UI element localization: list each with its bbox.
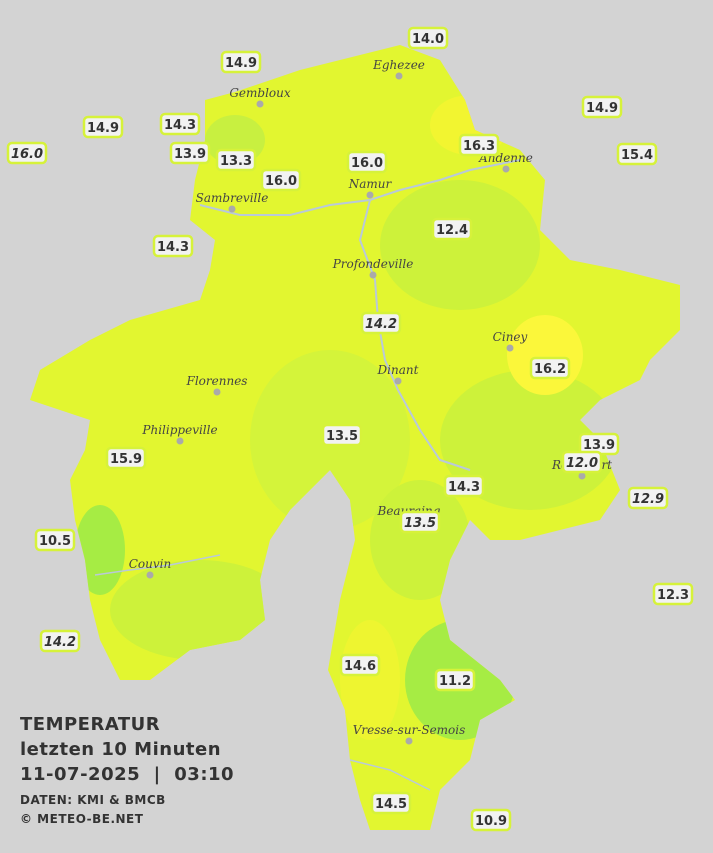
city-dot	[366, 191, 374, 199]
river	[94, 554, 221, 576]
station-value: 13.9	[583, 438, 615, 453]
city-dot	[506, 344, 514, 352]
legend-title: TEMPERATUR	[20, 714, 160, 735]
station-box	[434, 668, 476, 692]
city-dot	[146, 571, 154, 579]
city-name: Eghezee	[372, 58, 425, 72]
city-dot	[228, 205, 236, 213]
river	[349, 759, 431, 791]
station-value: 16.0	[265, 174, 297, 189]
legend-copyright: © METEO-BE.NET	[20, 812, 144, 826]
station-value: 14.9	[225, 56, 257, 71]
station-value: 11.2	[439, 674, 471, 689]
legend-source: DATEN: KMI & BMCB	[20, 793, 166, 807]
city-name: Philippeville	[141, 423, 217, 437]
station-box	[105, 446, 147, 470]
station-box	[220, 50, 262, 74]
city-dot	[394, 377, 402, 385]
station-value: 14.9	[586, 101, 618, 116]
station-value: 13.5	[404, 516, 436, 531]
city-name: Profondeville	[332, 257, 414, 271]
legend-timestamp: 11-07-2025 | 03:10	[20, 764, 234, 785]
city-dot	[395, 72, 403, 80]
station-value: 12.4	[436, 223, 468, 238]
station-box	[470, 808, 512, 832]
station-value: 16.3	[463, 139, 495, 154]
station-value: 13.9	[174, 147, 206, 162]
station-box	[581, 95, 623, 119]
city-dot	[176, 437, 184, 445]
city-name: Sambreville	[196, 191, 269, 205]
station-value: 10.5	[39, 534, 71, 549]
city-dot	[405, 737, 413, 745]
station-value: 14.6	[344, 659, 376, 674]
station-box	[561, 450, 603, 474]
station-box	[652, 582, 694, 606]
station-box	[152, 234, 194, 258]
city-dot	[578, 472, 586, 480]
city-dot	[369, 271, 377, 279]
station-box	[346, 150, 388, 174]
station-value: 12.0	[566, 456, 598, 471]
station-box	[215, 148, 257, 172]
legend-subtitle: letzten 10 Minuten	[20, 739, 221, 760]
station-box	[370, 791, 412, 815]
station-box	[339, 653, 381, 677]
station-value: 14.5	[375, 797, 407, 812]
river	[358, 199, 471, 471]
city-name: Gembloux	[229, 86, 291, 100]
city-name: Namur	[348, 177, 393, 191]
city-name: Vresse-sur-Semois	[353, 723, 466, 737]
station-box	[616, 142, 658, 166]
city-dot	[502, 165, 510, 173]
station-value: 16.0	[351, 156, 383, 171]
city-name: Ciney	[493, 330, 528, 344]
station-value: 15.4	[621, 148, 653, 163]
city-dot	[213, 388, 221, 396]
city-name: Florennes	[186, 374, 248, 388]
station-value: 16.2	[534, 362, 566, 377]
station-value: 14.0	[412, 32, 444, 47]
station-value: 15.9	[110, 452, 142, 467]
station-box	[529, 356, 571, 380]
station-box	[627, 486, 669, 510]
station-box	[431, 217, 473, 241]
station-value: 14.2	[365, 317, 397, 332]
station-box	[34, 528, 76, 552]
station-value: 12.3	[657, 588, 689, 603]
city-dot	[256, 100, 264, 108]
station-value: 14.3	[164, 118, 196, 133]
station-box	[399, 510, 441, 534]
station-value: 14.9	[87, 121, 119, 136]
station-value: 14.3	[448, 480, 480, 495]
station-box	[39, 629, 81, 653]
station-value: 13.5	[326, 429, 358, 444]
station-box	[159, 112, 201, 136]
station-box	[321, 423, 363, 447]
city-name: Couvin	[129, 557, 171, 571]
station-box	[169, 141, 211, 165]
station-box	[260, 168, 302, 192]
city-name: Dinant	[377, 363, 419, 377]
station-value: 14.3	[157, 240, 189, 255]
station-box	[443, 474, 485, 498]
station-box	[407, 26, 449, 50]
station-box	[458, 133, 500, 157]
station-value: 14.2	[44, 635, 76, 650]
station-value: 13.3	[220, 154, 252, 169]
station-box	[6, 141, 48, 165]
station-box	[82, 115, 124, 139]
station-value: 12.9	[632, 492, 664, 507]
station-value: 10.9	[475, 814, 507, 829]
station-value: 16.0	[11, 147, 43, 162]
station-box	[360, 311, 402, 335]
